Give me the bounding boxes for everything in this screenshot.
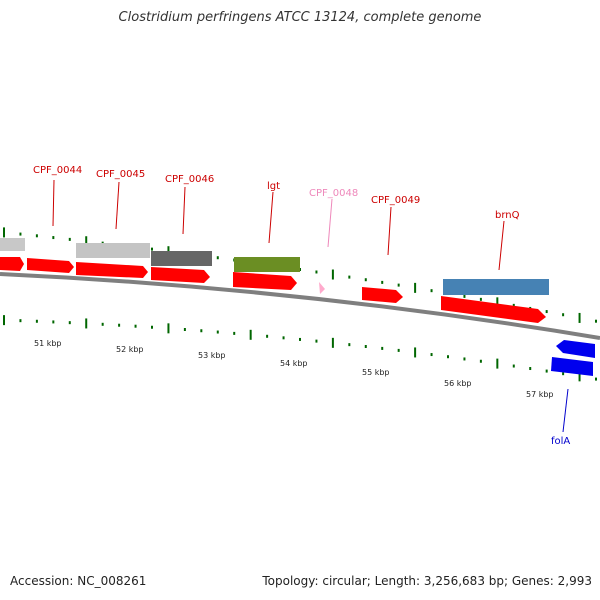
kbp-label-52: 52 kbp xyxy=(116,345,144,354)
gene-label-cpf-0045: CPF_0045 xyxy=(96,169,145,180)
cds-arrow-0044[interactable] xyxy=(27,258,74,273)
gene-label-lgt: lgt xyxy=(267,181,280,192)
cds-arrow-0045[interactable] xyxy=(76,262,148,278)
cds-arrow-0046[interactable] xyxy=(151,267,210,283)
gene-label-cpf-0046: CPF_0046 xyxy=(165,174,214,185)
map-title: Clostridium perfringens ATCC 13124, comp… xyxy=(118,10,482,25)
connector-lgt xyxy=(268,191,274,244)
gene-label-brnq: brnQ xyxy=(495,210,520,221)
gene-label-fola: folA xyxy=(551,436,570,447)
feature-bar-brnq[interactable] xyxy=(443,279,549,295)
connector-0045 xyxy=(115,181,120,230)
feature-bar-lgt[interactable] xyxy=(234,257,300,272)
feature-bar-0045[interactable] xyxy=(76,243,150,258)
kbp-label-57: 57 kbp xyxy=(526,390,554,399)
lower-tick-row xyxy=(3,315,597,382)
kbp-label-54: 54 kbp xyxy=(280,359,308,368)
connector-0046 xyxy=(182,186,186,235)
cds-arrow-0048[interactable] xyxy=(319,282,325,294)
kbp-label-51: 51 kbp xyxy=(34,339,62,348)
kbp-label-56: 56 kbp xyxy=(444,379,472,388)
cds-arrow-brnq[interactable] xyxy=(441,296,546,323)
connector-0044 xyxy=(52,179,55,227)
connector-fola xyxy=(562,388,569,433)
genome-summary-text: Topology: circular; Length: 3,256,683 bp… xyxy=(262,574,592,588)
kbp-label-55: 55 kbp xyxy=(362,368,390,377)
cds-arrow-fola-a[interactable] xyxy=(556,340,595,358)
connector-0049 xyxy=(387,206,392,256)
kbp-label-53: 53 kbp xyxy=(198,351,226,360)
genome-backbone xyxy=(0,272,600,340)
connector-brnq xyxy=(498,220,505,271)
cds-arrow-fola-b[interactable] xyxy=(551,357,593,376)
cds-arrow-0049[interactable] xyxy=(362,287,403,303)
gene-label-cpf-0044: CPF_0044 xyxy=(33,165,82,176)
connector-0048 xyxy=(327,198,333,248)
cds-arrow-lgt[interactable] xyxy=(233,272,297,290)
gene-label-cpf-0048: CPF_0048 xyxy=(309,188,358,199)
feature-bar-0046[interactable] xyxy=(151,251,212,266)
accession-text: Accession: NC_008261 xyxy=(10,574,147,588)
gene-label-cpf-0049: CPF_0049 xyxy=(371,195,420,206)
cds-arrow-0043[interactable] xyxy=(0,257,24,271)
feature-bar-0043[interactable] xyxy=(0,238,25,251)
